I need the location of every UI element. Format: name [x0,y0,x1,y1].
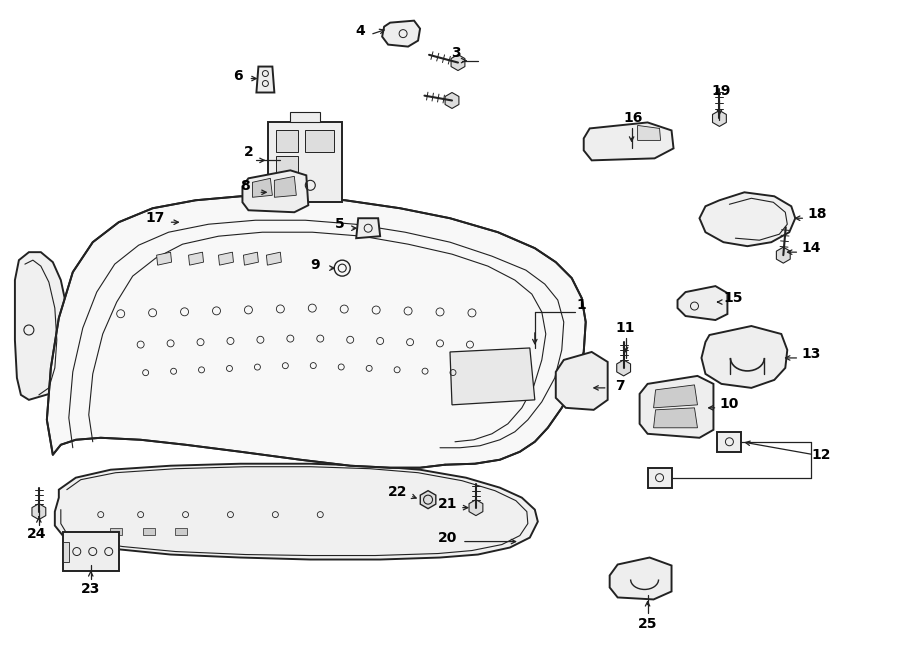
Polygon shape [640,376,714,438]
Text: 14: 14 [802,241,821,255]
Polygon shape [243,252,258,265]
Polygon shape [584,122,673,160]
Polygon shape [15,252,68,400]
Text: 16: 16 [624,111,644,125]
Polygon shape [451,54,465,71]
Polygon shape [63,532,119,571]
Polygon shape [175,528,186,535]
Text: 17: 17 [146,211,166,225]
Polygon shape [63,542,68,561]
Text: 4: 4 [356,24,365,38]
Polygon shape [648,468,671,488]
Polygon shape [699,192,796,246]
Text: 5: 5 [336,217,345,231]
Polygon shape [242,170,309,213]
Text: 20: 20 [438,530,458,545]
Text: 21: 21 [438,496,458,510]
Text: 23: 23 [81,583,101,596]
Polygon shape [55,463,538,559]
Text: 15: 15 [724,291,743,305]
Polygon shape [219,252,233,265]
Polygon shape [717,432,742,451]
Polygon shape [356,218,380,238]
Polygon shape [556,352,608,410]
Polygon shape [110,528,122,535]
Polygon shape [446,93,459,109]
Text: 10: 10 [720,397,739,411]
Polygon shape [276,156,298,174]
Polygon shape [777,247,790,263]
Text: 2: 2 [244,146,253,160]
Text: 8: 8 [240,179,250,193]
Polygon shape [291,113,320,122]
Polygon shape [188,252,203,265]
Polygon shape [157,252,172,265]
Polygon shape [382,21,420,46]
Polygon shape [252,178,273,197]
Polygon shape [268,122,342,203]
Text: 1: 1 [577,298,587,312]
Text: 9: 9 [310,258,320,272]
Polygon shape [713,111,726,126]
Polygon shape [274,176,296,197]
Text: 6: 6 [232,69,242,83]
Polygon shape [47,197,586,468]
Polygon shape [653,385,698,408]
Text: 22: 22 [389,485,408,498]
Text: 11: 11 [616,321,635,335]
Text: 19: 19 [712,83,731,97]
Polygon shape [142,528,155,535]
Polygon shape [609,557,671,599]
Polygon shape [469,500,483,516]
Text: 18: 18 [807,207,827,221]
Text: 7: 7 [615,379,625,393]
Text: 24: 24 [27,526,47,541]
Polygon shape [678,286,727,320]
Polygon shape [266,252,282,265]
Polygon shape [653,408,698,428]
Polygon shape [305,130,334,152]
Polygon shape [276,130,298,152]
Polygon shape [450,348,535,405]
Polygon shape [256,67,274,93]
Text: 25: 25 [638,618,657,632]
Polygon shape [420,491,436,508]
Text: 12: 12 [812,448,831,461]
Text: 13: 13 [802,347,821,361]
Polygon shape [637,125,661,140]
Polygon shape [32,504,46,520]
Text: 3: 3 [451,46,461,60]
Polygon shape [616,360,631,376]
Polygon shape [701,326,788,388]
